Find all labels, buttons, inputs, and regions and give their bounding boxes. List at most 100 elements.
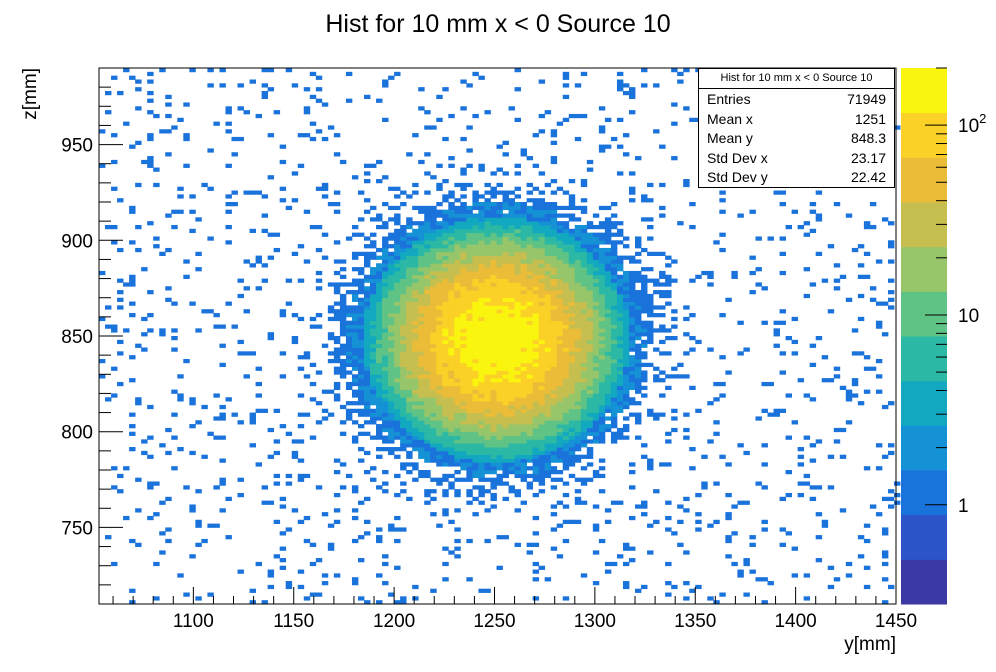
heatmap-cell [454, 427, 461, 433]
heatmap-cell [177, 117, 184, 122]
heatmap-cell [370, 477, 377, 482]
heatmap-cell [574, 355, 582, 360]
heatmap-cell [382, 358, 389, 364]
heatmap-cell [321, 194, 329, 199]
heatmap-cell [641, 393, 648, 398]
heatmap-cell [598, 351, 606, 356]
heatmap-cell [357, 305, 365, 310]
heatmap-cell [424, 263, 431, 268]
heatmap-cell [502, 481, 509, 486]
heatmap-cell [556, 378, 564, 383]
heatmap-cell [574, 324, 582, 329]
heatmap-cell [412, 385, 419, 390]
heatmap-cell [388, 355, 395, 360]
heatmap-cell [526, 427, 534, 433]
heatmap-cell [466, 447, 473, 452]
heatmap-cell [466, 577, 473, 582]
heatmap-cell [430, 324, 437, 329]
heatmap-cell [725, 512, 732, 517]
heatmap-cell [412, 251, 419, 256]
heatmap-cell [436, 320, 443, 325]
heatmap-cell [508, 224, 515, 230]
heatmap-cell [339, 159, 347, 165]
heatmap-cell [580, 381, 588, 387]
heatmap-cell [496, 213, 503, 218]
heatmap-cell [394, 217, 401, 222]
heatmap-cell [538, 232, 546, 237]
heatmap-cell [418, 221, 425, 226]
heatmap-cell [448, 313, 455, 318]
heatmap-cell [364, 450, 371, 456]
heatmap-cell [610, 259, 618, 264]
heatmap-cell [550, 424, 558, 429]
heatmap-cell [683, 596, 690, 601]
heatmap-cell [490, 450, 497, 456]
heatmap-cell [376, 267, 383, 272]
heatmap-cell [526, 247, 534, 253]
heatmap-cell [315, 129, 323, 134]
heatmap-cell [761, 443, 768, 448]
heatmap-cell [725, 370, 732, 375]
heatmap-cell [616, 324, 624, 329]
heatmap-cell [616, 263, 624, 268]
heatmap-cell [653, 305, 660, 310]
heatmap-cell [430, 217, 437, 222]
heatmap-cell [364, 339, 371, 345]
heatmap-cell [520, 362, 528, 368]
heatmap-cell [466, 274, 473, 279]
heatmap-cell [508, 205, 515, 211]
heatmap-cell [833, 278, 841, 283]
heatmap-cell [466, 224, 473, 230]
heatmap-cell [171, 435, 178, 440]
heatmap-cell [568, 370, 576, 375]
heatmap-cell [496, 328, 503, 333]
heatmap-cell [412, 301, 419, 306]
heatmap-cell [388, 381, 395, 387]
heatmap-cell [520, 282, 528, 287]
heatmap-cell [412, 404, 419, 410]
heatmap-cell [400, 431, 407, 436]
heatmap-cell [376, 416, 383, 421]
heatmap-cell [382, 313, 389, 318]
heatmap-cell [400, 290, 407, 295]
heatmap-cell [418, 339, 425, 345]
heatmap-cell [520, 393, 528, 398]
heatmap-cell [484, 374, 491, 379]
heatmap-cell [454, 454, 461, 459]
heatmap-cell [123, 515, 130, 521]
heatmap-cell [189, 424, 196, 429]
heatmap-cell [779, 190, 786, 195]
heatmap-cell [376, 324, 383, 329]
heatmap-cell [604, 290, 612, 295]
heatmap-cell [628, 470, 636, 475]
heatmap-cell [448, 221, 455, 226]
heatmap-cell [388, 293, 395, 299]
heatmap-cell [460, 255, 467, 260]
heatmap-cell [412, 316, 419, 322]
heatmap-cell [153, 236, 160, 241]
heatmap-cell [436, 458, 443, 463]
heatmap-cell [454, 278, 461, 283]
heatmap-cell [478, 163, 485, 168]
heatmap-cell [628, 339, 636, 345]
heatmap-cell [568, 217, 576, 222]
heatmap-cell [297, 244, 305, 249]
heatmap-cell [701, 270, 708, 276]
heatmap-cell [333, 190, 341, 195]
heatmap-cell [568, 385, 576, 390]
heatmap-cell [460, 171, 467, 176]
heatmap-cell [683, 182, 690, 188]
heatmap-cell [484, 263, 491, 268]
heatmap-cell [376, 320, 383, 325]
heatmap-cell [436, 404, 443, 410]
heatmap-cell [333, 492, 341, 498]
heatmap-cell [580, 228, 588, 234]
heatmap-cell [400, 462, 407, 467]
heatmap-cell [508, 454, 515, 459]
heatmap-cell [562, 324, 570, 329]
heatmap-cell [562, 301, 570, 306]
heatmap-cell [665, 581, 672, 586]
heatmap-cell [490, 374, 497, 379]
heatmap-cell [430, 393, 437, 398]
heatmap-cell [514, 202, 521, 207]
